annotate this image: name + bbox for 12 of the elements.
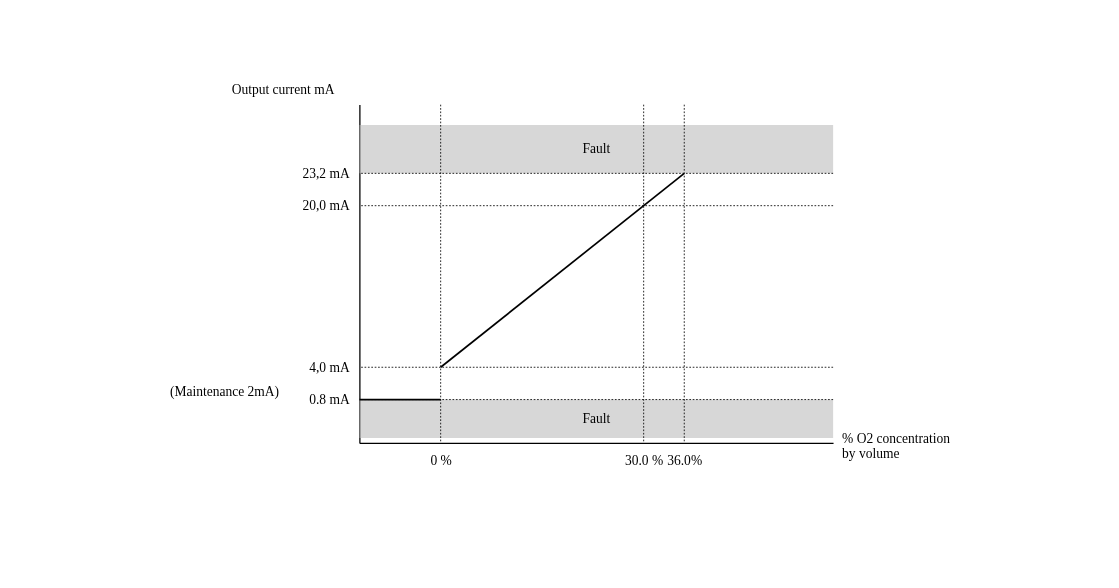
y-tick-label: 23,2 mA bbox=[302, 166, 350, 182]
x-tick-label: 0 % bbox=[430, 452, 452, 468]
x-axis-title: % O2 concentration by volume bbox=[842, 430, 951, 461]
band-label: Fault bbox=[582, 141, 611, 157]
x-tick-label: 36.0% bbox=[667, 452, 703, 468]
y-tick-label: 4,0 mA bbox=[309, 359, 350, 375]
text: (Maintenance 2mA) bbox=[169, 384, 280, 401]
x-tick-label: 30.0 % bbox=[624, 452, 664, 468]
y-tick-label: 0.8 mA bbox=[309, 392, 350, 408]
band-label: Fault bbox=[582, 410, 611, 426]
y-axis-title: Output current mA bbox=[231, 82, 335, 98]
y-tick-label: 20,0 mA bbox=[302, 198, 350, 214]
